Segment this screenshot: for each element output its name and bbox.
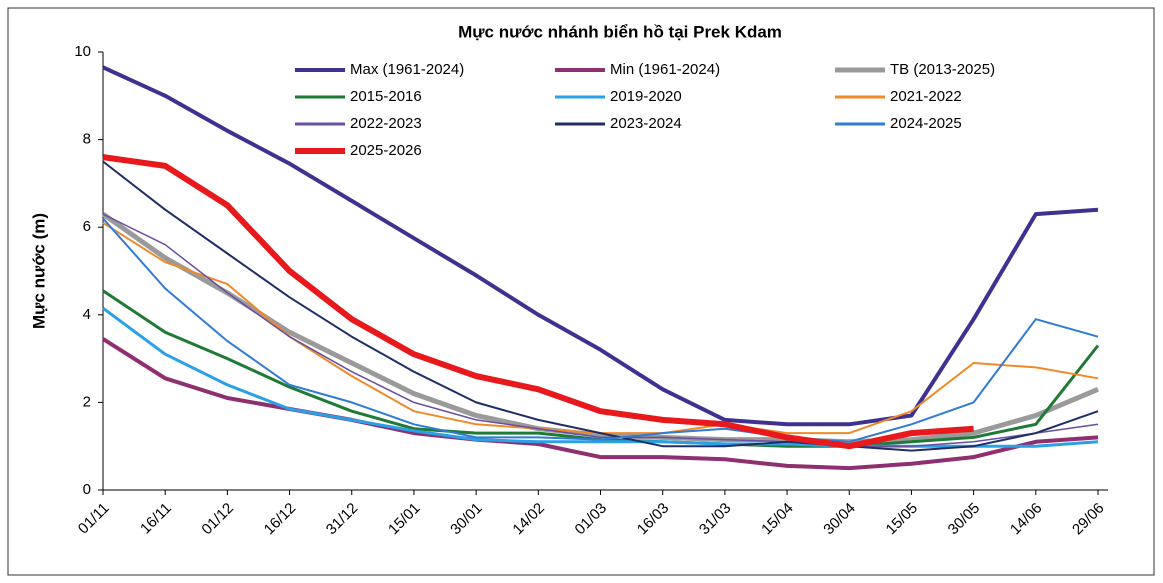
series-line [102, 217, 1099, 443]
legend-label: Max (1961-2024) [350, 61, 464, 78]
series-line [102, 306, 1099, 448]
y-tick-label: 8 [83, 131, 91, 148]
legend-label: Min (1961-2024) [610, 61, 720, 78]
y-tick-label: 4 [83, 306, 91, 323]
series-line [102, 65, 1099, 427]
y-axis-label: Mực nước (m) [29, 213, 48, 329]
y-tick-label: 10 [74, 43, 91, 60]
legend-label: 2024-2025 [890, 115, 962, 132]
series-line [102, 213, 1099, 447]
chart-frame [7, 7, 1155, 576]
series-line [102, 154, 974, 450]
y-tick-label: 2 [83, 393, 91, 410]
y-tick-label: 0 [83, 481, 91, 498]
y-tick-label: 6 [83, 218, 91, 235]
legend-label: 2025-2026 [350, 142, 422, 159]
series-line [101, 337, 1099, 471]
series-line [102, 160, 1099, 452]
legend-label: 2023-2024 [610, 115, 682, 132]
chart-title: Mực nước nhánh biển hồ tại Prek Kdam [458, 22, 782, 41]
legend-label: 2022-2023 [350, 115, 422, 132]
legend-label: TB (2013-2025) [890, 61, 995, 78]
legend-label: 2021-2022 [890, 88, 962, 105]
legend-label: 2015-2016 [350, 88, 422, 105]
legend-label: 2019-2020 [610, 88, 682, 105]
